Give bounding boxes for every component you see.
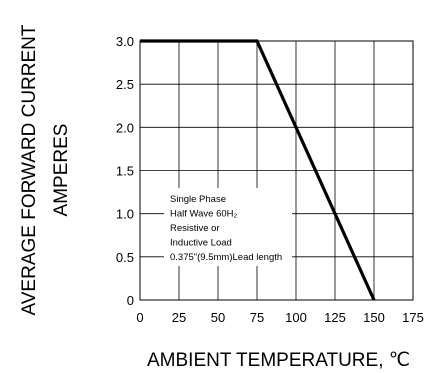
x-tick-label: 100 — [285, 310, 307, 325]
annotation-line: 0.375"(9.5mm)Lead length — [170, 252, 282, 263]
y-tick-label: 2.0 — [116, 120, 134, 135]
y-tick-label: 0.5 — [116, 250, 134, 265]
y-tick-labels: 0 0.5 1.0 1.5 2.0 2.5 3.0 — [116, 34, 134, 308]
annotation-line: Inductive Load — [170, 238, 232, 249]
annotation-line: Half Wave 60H₂ — [170, 209, 238, 220]
y-axis-title-line1: AVERAGE FORWARD CURRENT — [19, 24, 40, 315]
series — [139, 39, 376, 301]
annotation-box: Single Phase Half Wave 60H₂ Resistive or… — [164, 188, 292, 266]
x-axis-title: AMBIENT TEMPERATURE, ℃ — [147, 350, 410, 371]
y-tick-label: 1.0 — [116, 207, 134, 222]
y-tick-label: 3.0 — [116, 34, 134, 49]
y-tick-label: 1.5 — [116, 164, 134, 179]
y-tick-label: 0 — [127, 293, 134, 308]
x-tick-label: 50 — [211, 310, 225, 325]
x-tick-label: 75 — [250, 310, 264, 325]
annotation-background — [164, 188, 292, 266]
x-tick-label: 0 — [136, 310, 143, 325]
x-tick-labels: 0 25 50 75 100 125 150 175 — [136, 310, 423, 325]
annotation-line: Single Phase — [170, 194, 226, 205]
annotation-line: Resistive or — [170, 223, 220, 234]
x-tick-label: 150 — [363, 310, 385, 325]
x-tick-label: 175 — [402, 310, 424, 325]
y-axis-title-line2: AMPERES — [51, 124, 72, 217]
x-tick-label: 125 — [324, 310, 346, 325]
plot-frame — [139, 40, 414, 301]
x-tick-label: 25 — [172, 310, 186, 325]
axes — [139, 40, 414, 301]
y-tick-label: 2.5 — [116, 77, 134, 92]
